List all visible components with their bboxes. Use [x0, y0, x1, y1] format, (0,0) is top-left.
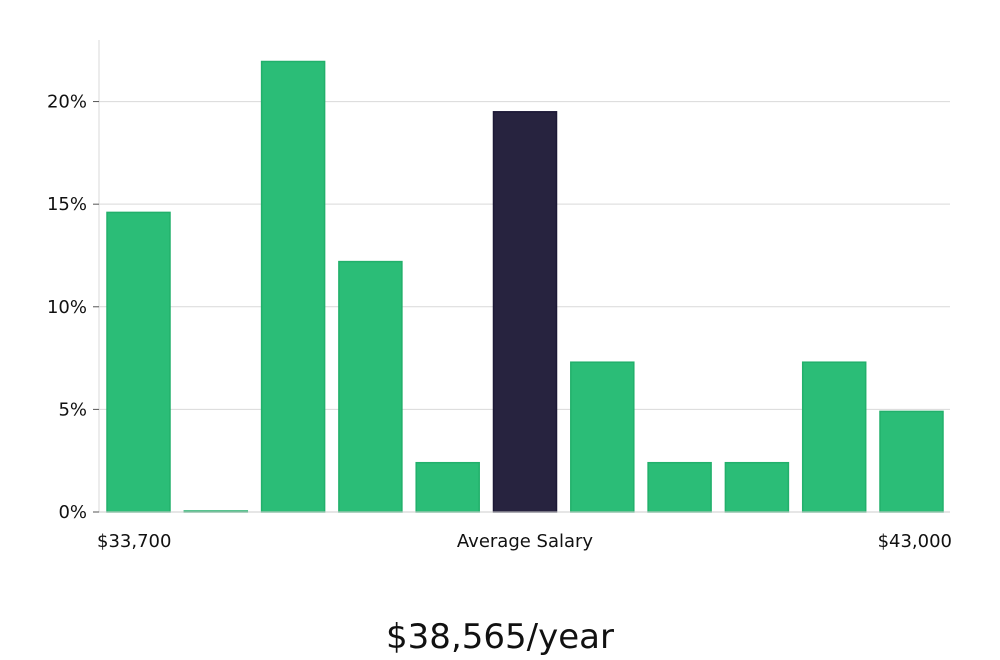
bar — [879, 410, 944, 513]
x-label-average: Average Salary — [457, 531, 594, 552]
x-label-min: $33,700 — [97, 531, 171, 552]
bar — [106, 211, 171, 513]
y-tick-label: 20% — [47, 92, 87, 113]
bar — [801, 361, 867, 513]
bar — [570, 361, 635, 513]
bar — [415, 461, 480, 513]
x-label-max: $43,000 — [878, 531, 952, 552]
average-salary-value: $38,565/year — [386, 617, 614, 657]
bars — [106, 60, 944, 513]
bar — [724, 461, 790, 513]
bar-average — [492, 111, 558, 513]
bar — [338, 260, 403, 513]
bar — [647, 461, 712, 513]
y-tick-label: 10% — [47, 297, 87, 318]
y-tick-label: 0% — [58, 502, 87, 523]
y-tick-label: 15% — [47, 194, 87, 215]
y-tick-label: 5% — [58, 399, 87, 420]
y-axis-ticks: 0% 5% 10% 15% 20% — [47, 92, 99, 523]
bar — [260, 60, 326, 513]
